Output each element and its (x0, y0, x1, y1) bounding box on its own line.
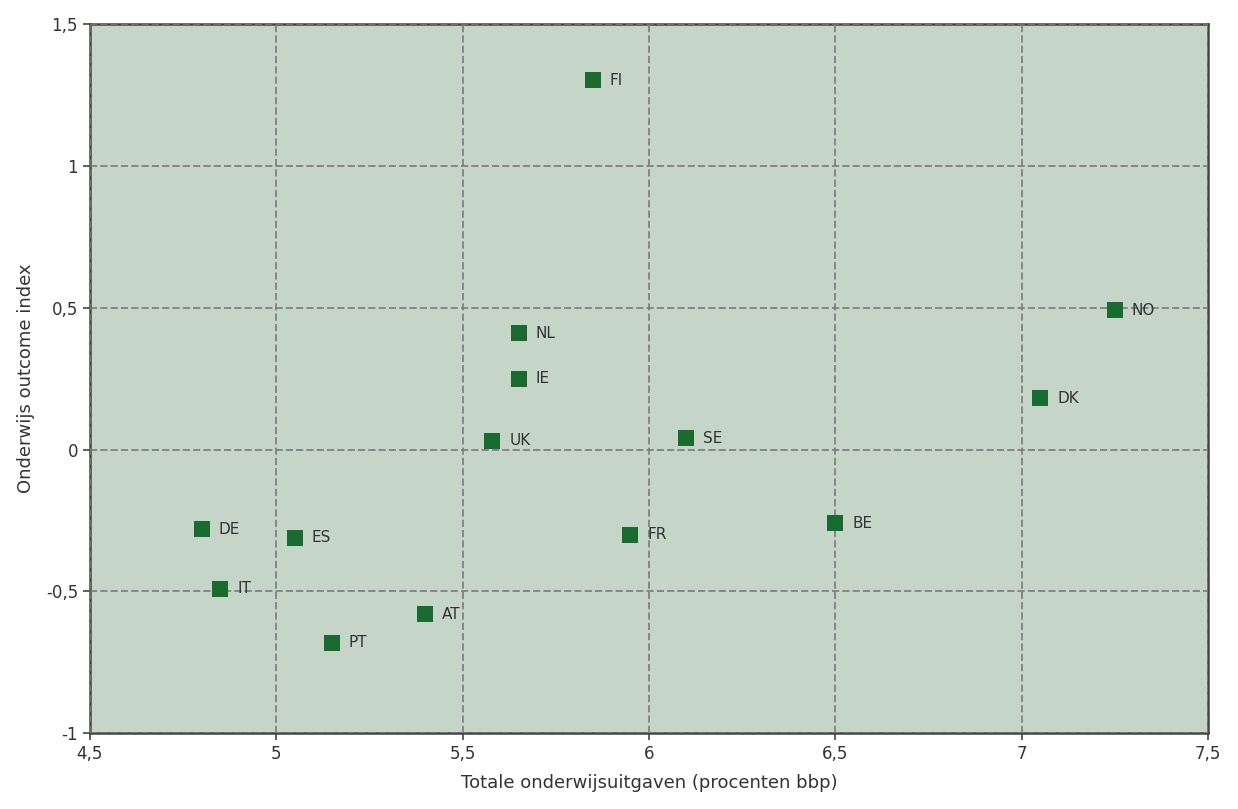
Point (509, 372, 529, 385)
Point (583, 74, 603, 87)
X-axis label: Totale onderwijsuitgaven (procenten bbp): Totale onderwijsuitgaven (procenten bbp) (461, 774, 837, 792)
Text: FI: FI (610, 73, 623, 88)
Text: PT: PT (349, 635, 368, 650)
Point (1106, 304, 1125, 317)
Point (192, 523, 212, 536)
Point (509, 327, 529, 340)
Text: IT: IT (238, 581, 251, 596)
Point (620, 528, 640, 541)
Point (416, 608, 436, 621)
Point (826, 517, 846, 530)
Point (285, 531, 305, 544)
Text: DK: DK (1057, 391, 1080, 406)
Text: UK: UK (509, 434, 530, 448)
Text: NL: NL (535, 325, 555, 341)
Text: DE: DE (218, 522, 240, 536)
Text: FR: FR (647, 527, 666, 542)
Text: SE: SE (703, 430, 723, 446)
Text: NO: NO (1132, 303, 1155, 318)
Text: IE: IE (535, 371, 550, 386)
Point (322, 636, 342, 649)
Text: ES: ES (312, 530, 331, 545)
Point (1030, 392, 1050, 404)
Y-axis label: Onderwijs outcome index: Onderwijs outcome index (16, 264, 35, 493)
Text: AT: AT (442, 607, 461, 621)
Point (676, 432, 696, 445)
Text: BE: BE (852, 516, 873, 531)
Point (483, 434, 503, 447)
Point (210, 582, 230, 595)
